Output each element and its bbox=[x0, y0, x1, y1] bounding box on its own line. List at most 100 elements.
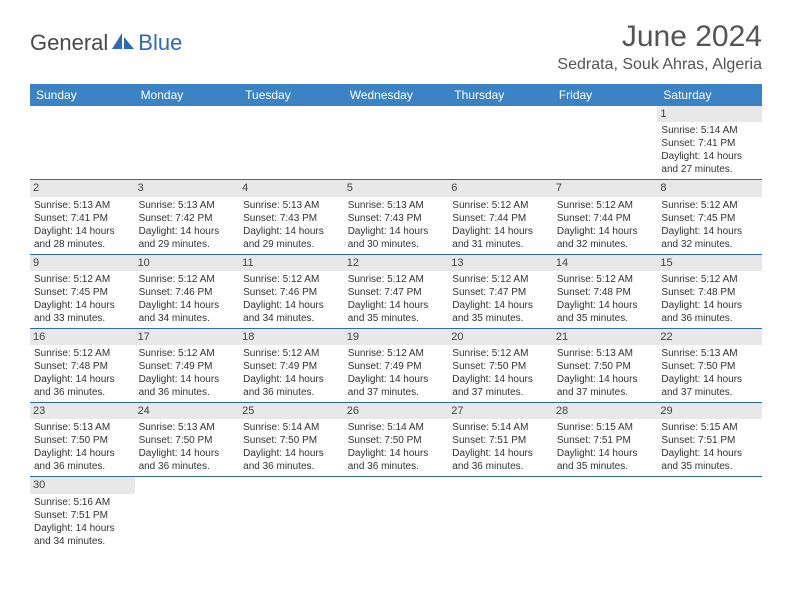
sunrise-text: Sunrise: 5:13 AM bbox=[34, 199, 131, 212]
day-number: 26 bbox=[344, 403, 449, 419]
sunrise-text: Sunrise: 5:12 AM bbox=[243, 347, 340, 360]
daylight-text: Daylight: 14 hours and 33 minutes. bbox=[34, 299, 131, 325]
daylight-text: Daylight: 14 hours and 36 minutes. bbox=[243, 447, 340, 473]
brand-general: General bbox=[30, 30, 108, 56]
weekday-header: Thursday bbox=[448, 84, 553, 106]
location-subtitle: Sedrata, Souk Ahras, Algeria bbox=[557, 56, 762, 74]
sunset-text: Sunset: 7:45 PM bbox=[661, 212, 758, 225]
calendar-cell: 23Sunrise: 5:13 AMSunset: 7:50 PMDayligh… bbox=[30, 403, 135, 477]
sunset-text: Sunset: 7:48 PM bbox=[557, 286, 654, 299]
weekday-header: Sunday bbox=[30, 84, 135, 106]
daylight-text: Daylight: 14 hours and 28 minutes. bbox=[34, 225, 131, 251]
sunset-text: Sunset: 7:44 PM bbox=[557, 212, 654, 225]
calendar-cell: 29Sunrise: 5:15 AMSunset: 7:51 PMDayligh… bbox=[657, 403, 762, 477]
day-number: 21 bbox=[553, 329, 658, 345]
daylight-text: Daylight: 14 hours and 27 minutes. bbox=[661, 150, 758, 176]
sunrise-text: Sunrise: 5:12 AM bbox=[452, 273, 549, 286]
day-number: 18 bbox=[239, 329, 344, 345]
calendar-cell: 22Sunrise: 5:13 AMSunset: 7:50 PMDayligh… bbox=[657, 329, 762, 403]
calendar-cell: 24Sunrise: 5:13 AMSunset: 7:50 PMDayligh… bbox=[135, 403, 240, 477]
calendar-cell: 2 Sunrise: 5:13 AMSunset: 7:41 PMDaylight… bbox=[30, 180, 135, 254]
day-number: 23 bbox=[30, 403, 135, 419]
calendar-cell: 25Sunrise: 5:14 AMSunset: 7:50 PMDayligh… bbox=[239, 403, 344, 477]
day-number: 6 bbox=[448, 180, 553, 196]
weekday-header: Saturday bbox=[657, 84, 762, 106]
daylight-text: Daylight: 14 hours and 34 minutes. bbox=[34, 522, 131, 548]
sunset-text: Sunset: 7:50 PM bbox=[348, 434, 445, 447]
day-number: 2 bbox=[30, 180, 135, 196]
sunset-text: Sunset: 7:47 PM bbox=[348, 286, 445, 299]
sunset-text: Sunset: 7:48 PM bbox=[34, 360, 131, 373]
weekday-header: Wednesday bbox=[344, 84, 449, 106]
sunset-text: Sunset: 7:49 PM bbox=[139, 360, 236, 373]
calendar-table: SundayMondayTuesdayWednesdayThursdayFrid… bbox=[30, 84, 762, 551]
daylight-text: Daylight: 14 hours and 32 minutes. bbox=[557, 225, 654, 251]
day-number: 28 bbox=[553, 403, 658, 419]
sunset-text: Sunset: 7:48 PM bbox=[661, 286, 758, 299]
sunrise-text: Sunrise: 5:14 AM bbox=[452, 421, 549, 434]
daylight-text: Daylight: 14 hours and 29 minutes. bbox=[139, 225, 236, 251]
day-number: 12 bbox=[344, 255, 449, 271]
daylight-text: Daylight: 14 hours and 34 minutes. bbox=[139, 299, 236, 325]
day-number: 7 bbox=[553, 180, 658, 196]
brand-blue: Blue bbox=[138, 30, 182, 56]
sunrise-text: Sunrise: 5:12 AM bbox=[661, 273, 758, 286]
sunrise-text: Sunrise: 5:13 AM bbox=[348, 199, 445, 212]
daylight-text: Daylight: 14 hours and 36 minutes. bbox=[139, 373, 236, 399]
calendar-cell: 13Sunrise: 5:12 AMSunset: 7:47 PMDayligh… bbox=[448, 255, 553, 329]
sunset-text: Sunset: 7:41 PM bbox=[34, 212, 131, 225]
sunrise-text: Sunrise: 5:13 AM bbox=[139, 199, 236, 212]
sunset-text: Sunset: 7:44 PM bbox=[452, 212, 549, 225]
sunset-text: Sunset: 7:50 PM bbox=[661, 360, 758, 373]
day-number: 22 bbox=[657, 329, 762, 345]
day-number: 24 bbox=[135, 403, 240, 419]
sunrise-text: Sunrise: 5:13 AM bbox=[243, 199, 340, 212]
daylight-text: Daylight: 14 hours and 37 minutes. bbox=[452, 373, 549, 399]
calendar-cell bbox=[135, 106, 240, 180]
sunset-text: Sunset: 7:51 PM bbox=[452, 434, 549, 447]
calendar-cell: 30Sunrise: 5:16 AMSunset: 7:51 PMDayligh… bbox=[30, 477, 135, 550]
sunset-text: Sunset: 7:46 PM bbox=[243, 286, 340, 299]
calendar-cell bbox=[344, 106, 449, 180]
sunrise-text: Sunrise: 5:14 AM bbox=[348, 421, 445, 434]
daylight-text: Daylight: 14 hours and 31 minutes. bbox=[452, 225, 549, 251]
calendar-cell: 18Sunrise: 5:12 AMSunset: 7:49 PMDayligh… bbox=[239, 329, 344, 403]
calendar-page: General Blue June 2024 Sedrata, Souk Ahr… bbox=[0, 0, 792, 571]
sunrise-text: Sunrise: 5:12 AM bbox=[452, 347, 549, 360]
day-number: 1 bbox=[657, 106, 762, 122]
sunset-text: Sunset: 7:49 PM bbox=[348, 360, 445, 373]
sunrise-text: Sunrise: 5:12 AM bbox=[139, 347, 236, 360]
sunrise-text: Sunrise: 5:12 AM bbox=[557, 273, 654, 286]
calendar-cell: 10Sunrise: 5:12 AMSunset: 7:46 PMDayligh… bbox=[135, 255, 240, 329]
sunset-text: Sunset: 7:45 PM bbox=[34, 286, 131, 299]
calendar-cell: 11Sunrise: 5:12 AMSunset: 7:46 PMDayligh… bbox=[239, 255, 344, 329]
sunrise-text: Sunrise: 5:16 AM bbox=[34, 496, 131, 509]
calendar-cell: 27 Sunrise: 5:14 AMSunset: 7:51 PMDayligh… bbox=[448, 403, 553, 477]
weekday-header: Monday bbox=[135, 84, 240, 106]
month-title: June 2024 bbox=[557, 20, 762, 54]
daylight-text: Daylight: 14 hours and 32 minutes. bbox=[661, 225, 758, 251]
daylight-text: Daylight: 14 hours and 34 minutes. bbox=[243, 299, 340, 325]
sunset-text: Sunset: 7:51 PM bbox=[661, 434, 758, 447]
day-number: 13 bbox=[448, 255, 553, 271]
daylight-text: Daylight: 14 hours and 36 minutes. bbox=[34, 447, 131, 473]
sunrise-text: Sunrise: 5:15 AM bbox=[661, 421, 758, 434]
day-number: 9 bbox=[30, 255, 135, 271]
calendar-cell: 6Sunrise: 5:12 AMSunset: 7:44 PMDaylight… bbox=[448, 180, 553, 254]
calendar-cell: 26Sunrise: 5:14 AMSunset: 7:50 PMDayligh… bbox=[344, 403, 449, 477]
day-number: 27 bbox=[448, 403, 553, 419]
calendar-body: 1Sunrise: 5:14 AMSunset: 7:41 PMDaylight… bbox=[30, 106, 762, 551]
daylight-text: Daylight: 14 hours and 37 minutes. bbox=[661, 373, 758, 399]
sunset-text: Sunset: 7:42 PM bbox=[139, 212, 236, 225]
day-number: 8 bbox=[657, 180, 762, 196]
sunrise-text: Sunrise: 5:12 AM bbox=[139, 273, 236, 286]
calendar-cell: 7Sunrise: 5:12 AMSunset: 7:44 PMDaylight… bbox=[553, 180, 658, 254]
sunset-text: Sunset: 7:46 PM bbox=[139, 286, 236, 299]
calendar-cell: 9Sunrise: 5:12 AMSunset: 7:45 PMDaylight… bbox=[30, 255, 135, 329]
daylight-text: Daylight: 14 hours and 36 minutes. bbox=[34, 373, 131, 399]
daylight-text: Daylight: 14 hours and 36 minutes. bbox=[452, 447, 549, 473]
day-number: 11 bbox=[239, 255, 344, 271]
sunset-text: Sunset: 7:51 PM bbox=[34, 509, 131, 522]
sunset-text: Sunset: 7:49 PM bbox=[243, 360, 340, 373]
daylight-text: Daylight: 14 hours and 35 minutes. bbox=[452, 299, 549, 325]
